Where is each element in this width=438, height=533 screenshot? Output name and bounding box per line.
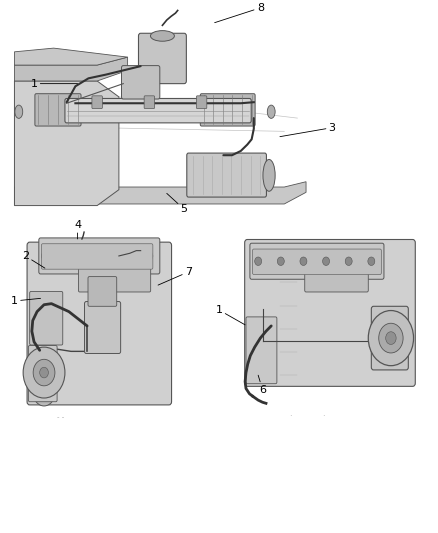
Ellipse shape (263, 159, 275, 191)
FancyBboxPatch shape (121, 66, 160, 99)
Text: 2: 2 (22, 251, 45, 268)
Circle shape (254, 257, 261, 265)
Polygon shape (14, 182, 306, 204)
Text: .: . (290, 409, 292, 418)
Circle shape (62, 252, 69, 260)
FancyBboxPatch shape (196, 96, 207, 109)
Circle shape (23, 347, 65, 398)
FancyBboxPatch shape (65, 99, 251, 123)
Ellipse shape (267, 105, 275, 118)
Text: 4: 4 (74, 220, 81, 239)
Circle shape (33, 359, 55, 386)
Text: - -: - - (57, 414, 64, 420)
Text: 1: 1 (11, 296, 41, 306)
Circle shape (379, 323, 403, 353)
Circle shape (322, 257, 329, 265)
FancyBboxPatch shape (78, 265, 151, 292)
FancyBboxPatch shape (305, 270, 368, 292)
Text: 6: 6 (258, 375, 266, 394)
Circle shape (83, 252, 90, 260)
Circle shape (125, 252, 132, 260)
Circle shape (146, 252, 153, 260)
Text: 8: 8 (215, 3, 264, 23)
Circle shape (40, 367, 48, 378)
FancyBboxPatch shape (39, 238, 160, 274)
FancyBboxPatch shape (28, 345, 57, 402)
FancyBboxPatch shape (187, 153, 266, 197)
Ellipse shape (150, 30, 174, 41)
Text: .: . (322, 409, 325, 418)
Polygon shape (14, 81, 119, 206)
FancyBboxPatch shape (42, 244, 153, 269)
Text: 7: 7 (158, 267, 192, 285)
Polygon shape (14, 57, 127, 81)
FancyBboxPatch shape (35, 94, 81, 126)
FancyBboxPatch shape (253, 249, 381, 274)
Circle shape (277, 257, 284, 265)
FancyBboxPatch shape (85, 302, 120, 353)
Text: 5: 5 (167, 193, 187, 214)
Circle shape (368, 311, 413, 366)
Ellipse shape (15, 105, 23, 118)
FancyBboxPatch shape (88, 277, 117, 306)
FancyBboxPatch shape (138, 33, 186, 84)
FancyBboxPatch shape (27, 242, 172, 405)
Circle shape (300, 257, 307, 265)
Circle shape (345, 257, 352, 265)
FancyBboxPatch shape (250, 243, 384, 279)
FancyBboxPatch shape (30, 292, 63, 345)
FancyBboxPatch shape (246, 317, 277, 384)
Polygon shape (14, 48, 127, 65)
Text: 1: 1 (215, 305, 245, 325)
Text: 1: 1 (31, 79, 78, 88)
Circle shape (368, 257, 375, 265)
Circle shape (42, 252, 48, 260)
FancyBboxPatch shape (245, 239, 415, 386)
FancyBboxPatch shape (144, 96, 155, 109)
FancyBboxPatch shape (200, 94, 255, 126)
FancyBboxPatch shape (92, 96, 102, 109)
Circle shape (33, 379, 55, 406)
Text: 3: 3 (280, 123, 336, 136)
Circle shape (386, 332, 396, 344)
FancyBboxPatch shape (371, 306, 408, 370)
Circle shape (104, 252, 111, 260)
